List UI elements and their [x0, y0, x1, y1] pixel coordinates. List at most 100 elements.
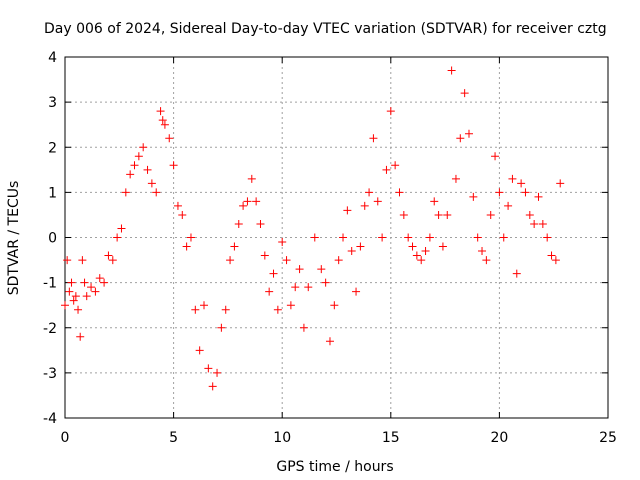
data-point — [547, 251, 556, 260]
data-point — [304, 283, 313, 292]
data-point — [460, 89, 469, 98]
data-point — [165, 134, 174, 143]
data-point — [517, 179, 526, 188]
data-point — [310, 233, 319, 242]
data-point — [286, 301, 295, 310]
data-point — [421, 247, 430, 256]
x-tick-label: 0 — [61, 430, 70, 446]
data-point — [530, 219, 539, 228]
data-point — [491, 152, 500, 161]
data-point — [378, 233, 387, 242]
data-point — [63, 256, 72, 265]
data-point — [451, 174, 460, 183]
data-point — [104, 251, 113, 260]
data-point — [478, 247, 487, 256]
data-point — [213, 368, 222, 377]
plot-frame — [64, 56, 609, 419]
grid-layer — [65, 57, 608, 418]
data-point — [126, 170, 135, 179]
x-axis-label: GPS time / hours — [276, 459, 393, 475]
data-point — [186, 233, 195, 242]
data-point — [278, 238, 287, 247]
y-tick-label: 4 — [48, 50, 57, 66]
data-point — [339, 233, 348, 242]
data-point — [495, 188, 504, 197]
data-point — [230, 242, 239, 251]
data-point — [82, 292, 91, 301]
y-axis-label: SDTVAR / TECUs — [6, 181, 22, 296]
data-point — [108, 256, 117, 265]
data-point — [265, 287, 274, 296]
tick-layer: 0 5 10 15 20 25 -4 -3 -2 -1 0 1 2 3 4 — [43, 50, 617, 446]
data-point — [486, 210, 495, 219]
chart-title: Day 006 of 2024, Sidereal Day-to-day VTE… — [44, 21, 607, 37]
data-point — [147, 179, 156, 188]
data-point — [447, 66, 456, 75]
data-point — [178, 210, 187, 219]
data-point — [182, 242, 191, 251]
data-point — [158, 116, 167, 125]
data-point — [256, 219, 265, 228]
data-point — [512, 269, 521, 278]
data-point — [534, 192, 543, 201]
data-point — [443, 210, 452, 219]
data-point — [139, 143, 148, 152]
data-point — [169, 161, 178, 170]
data-point — [113, 233, 122, 242]
y-tick-label: 1 — [48, 185, 57, 201]
data-point — [434, 210, 443, 219]
data-point — [317, 265, 326, 274]
data-point — [399, 210, 408, 219]
data-point — [76, 332, 85, 341]
x-tick-label: 10 — [273, 430, 291, 446]
data-point — [504, 201, 513, 210]
data-point — [386, 107, 395, 116]
data-point — [499, 233, 508, 242]
data-point — [71, 292, 80, 301]
data-point — [295, 265, 304, 274]
y-tick-label: 2 — [48, 140, 57, 156]
data-point — [325, 337, 334, 346]
data-point — [356, 242, 365, 251]
data-point — [508, 174, 517, 183]
data-point — [78, 256, 87, 265]
data-point — [343, 206, 352, 215]
data-point — [412, 251, 421, 260]
data-point — [391, 161, 400, 170]
data-point — [538, 219, 547, 228]
data-point — [160, 120, 169, 129]
data-point — [469, 192, 478, 201]
data-point — [100, 278, 109, 287]
data-point — [121, 188, 130, 197]
data-point — [334, 256, 343, 265]
data-point — [243, 197, 252, 206]
data-point — [143, 165, 152, 174]
data-point — [239, 201, 248, 210]
data-point — [273, 305, 282, 314]
data-point — [438, 242, 447, 251]
data-point — [117, 224, 126, 233]
data-point — [80, 278, 89, 287]
data-point — [252, 197, 261, 206]
data-point — [395, 188, 404, 197]
data-points — [61, 66, 565, 391]
data-point — [299, 323, 308, 332]
data-point — [204, 364, 213, 373]
data-point — [330, 301, 339, 310]
data-point — [282, 256, 291, 265]
data-point — [195, 346, 204, 355]
data-point — [347, 247, 356, 256]
data-point — [156, 107, 165, 116]
y-tick-label: -1 — [43, 276, 57, 292]
x-tick-label: 25 — [599, 430, 617, 446]
x-tick-label: 5 — [169, 430, 178, 446]
data-point — [69, 296, 78, 305]
data-point — [61, 301, 69, 310]
y-tick-label: -2 — [43, 321, 57, 337]
data-point — [464, 129, 473, 138]
data-point — [226, 256, 235, 265]
data-point — [221, 305, 230, 314]
data-point — [65, 287, 74, 296]
data-point — [556, 179, 565, 188]
